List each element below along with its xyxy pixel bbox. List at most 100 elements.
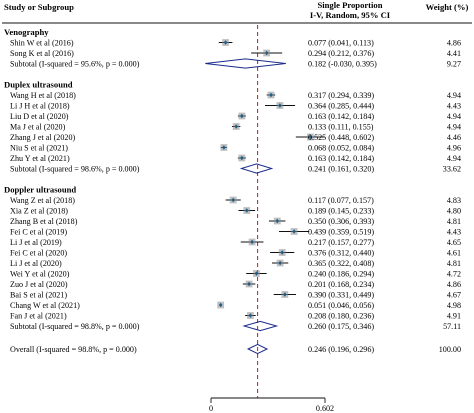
- study-weight-value: 4.83: [447, 196, 461, 205]
- subtotal-ci-value: 0.241 (0.161, 0.320): [308, 165, 374, 174]
- study-ci-value: 0.364 (0.285, 0.444): [308, 102, 374, 111]
- study-weight-value: 4.94: [447, 91, 461, 100]
- study-weight-value: 4.61: [447, 249, 461, 258]
- study-ci-value: 0.189 (0.145, 0.233): [308, 207, 374, 216]
- subtotal-weight-value: 57.11: [443, 322, 461, 331]
- subtotal-weight-value: 9.27: [447, 60, 461, 69]
- study-weight-value: 4.41: [447, 49, 461, 58]
- study-weight-value: 4.86: [447, 39, 461, 48]
- study-label: Zuo J et al (2020): [10, 280, 68, 289]
- study-point-marker: [244, 208, 249, 213]
- study-label: Liu D et al (2020): [10, 112, 69, 121]
- study-label: Zhang B et al (2018): [10, 217, 78, 226]
- weight-column-header: Weight (%): [426, 2, 469, 12]
- study-ci-value: 0.365 (0.322, 0.408): [308, 259, 374, 268]
- study-weight-value: 4.43: [447, 228, 461, 237]
- subtotal-diamond: [242, 320, 279, 332]
- overall-label: Overall (I-squared = 98.8%, p = 0.000): [10, 345, 137, 354]
- study-label: Li J et al (2020): [10, 259, 62, 268]
- study-point-marker: [218, 302, 223, 308]
- study-weight-value: 4.80: [447, 207, 461, 216]
- study-point-marker: [280, 250, 285, 255]
- plot-area: [205, 25, 325, 398]
- subtotal-label: Subtotal (I-squared = 95.6%, p = 0.000): [10, 60, 140, 69]
- study-label: Wei Y et al (2020): [10, 270, 70, 279]
- study-label: Li J et al (2019): [10, 238, 62, 247]
- study-ci-value: 0.077 (0.041, 0.113): [308, 39, 374, 48]
- proportion-column-header-line1: Single Proportion: [317, 0, 382, 10]
- study-label: Zhang J et al (2020): [10, 133, 75, 142]
- study-ci-value: 0.240 (0.186, 0.294): [308, 270, 374, 279]
- study-point-marker: [275, 218, 280, 224]
- study-weight-value: 4.94: [447, 154, 461, 163]
- study-ci-value: 0.376 (0.312, 0.440): [308, 249, 374, 258]
- study-ci-value: 0.294 (0.212, 0.376): [308, 49, 374, 58]
- study-point-marker: [308, 134, 313, 140]
- study-point-marker: [269, 92, 273, 98]
- study-ci-value: 0.133 (0.111, 0.155): [308, 123, 374, 132]
- study-weight-value: 4.94: [447, 123, 461, 132]
- x-axis: 0 0.602: [209, 397, 334, 413]
- study-weight-value: 4.65: [447, 238, 461, 247]
- study-point-marker: [234, 124, 238, 129]
- study-point-marker: [240, 155, 244, 161]
- overall-ci-value: 0.246 (0.196, 0.296): [308, 345, 374, 354]
- study-point-marker: [278, 103, 282, 108]
- study-label: Song K et al (2016): [10, 49, 74, 58]
- study-point-marker: [283, 292, 287, 297]
- study-label: Ma J et al (2020): [10, 123, 66, 132]
- subtotal-diamond: [205, 58, 286, 69]
- subgroup-heading: Duplex ultrasound: [4, 80, 73, 90]
- study-point-marker: [231, 197, 235, 203]
- study-column-header: Study or Subgroup: [4, 2, 74, 12]
- study-label: Xia Z et al (2018): [10, 207, 68, 216]
- study-label: Niu S et al (2021): [10, 144, 68, 153]
- study-label: Zhu Y et al (2021): [10, 154, 70, 163]
- study-weight-value: 4.94: [447, 112, 461, 121]
- study-ci-value: 0.390 (0.331, 0.449): [308, 291, 374, 300]
- study-label: Fei C et al (2019): [10, 228, 67, 237]
- study-point-marker: [254, 271, 259, 276]
- study-ci-value: 0.350 (0.306, 0.393): [308, 217, 374, 226]
- study-label: Wang H et al (2018): [10, 91, 76, 100]
- x-tick-label: 0.602: [316, 404, 334, 413]
- study-label: Fei C et al (2020): [10, 249, 67, 258]
- study-point-marker: [278, 260, 282, 266]
- study-point-marker: [292, 229, 296, 234]
- subgroup-heading: Venography: [4, 27, 49, 37]
- study-weight-value: 4.91: [447, 312, 461, 321]
- study-ci-value: 0.201 (0.168, 0.234): [308, 280, 374, 289]
- study-label: Bai S et al (2021): [10, 291, 67, 300]
- rows-area: Venography Shin W et al (2016) 0.077 (0.04…: [4, 27, 461, 354]
- study-point-marker: [222, 145, 226, 150]
- study-ci-value: 0.317 (0.294, 0.339): [308, 91, 374, 100]
- study-weight-value: 4.81: [447, 217, 461, 226]
- study-label: Li J H et al (2018): [10, 102, 70, 111]
- study-ci-value: 0.208 (0.180, 0.236): [308, 312, 374, 321]
- proportion-column-header-line2: I-V, Random, 95% CI: [310, 10, 391, 20]
- study-point-marker: [250, 239, 254, 245]
- study-label: Wang Z et al (2018): [10, 196, 75, 205]
- subtotal-label: Subtotal (I-squared = 98.8%, p = 0.000): [10, 322, 140, 331]
- study-ci-value: 0.163 (0.142, 0.184): [308, 112, 374, 121]
- study-ci-value: 0.117 (0.077, 0.157): [308, 196, 374, 205]
- x-tick-label: 0: [209, 404, 213, 413]
- subtotal-ci-value: 0.182 (-0.030, 0.395): [308, 60, 377, 69]
- subtotal-label: Subtotal (I-squared = 98.6%, p = 0.000): [10, 165, 140, 174]
- study-point-marker: [264, 50, 269, 56]
- study-label: Fan J et al (2021): [10, 312, 67, 321]
- study-ci-value: 0.439 (0.359, 0.519): [308, 228, 374, 237]
- study-weight-value: 4.72: [447, 270, 461, 279]
- study-ci-value: 0.163 (0.142, 0.184): [308, 154, 374, 163]
- study-weight-value: 4.96: [447, 144, 461, 153]
- subgroup-heading: Doppler ultrasound: [4, 185, 76, 195]
- study-weight-value: 4.81: [447, 259, 461, 268]
- study-weight-value: 4.46: [447, 133, 461, 142]
- subtotal-diamond: [239, 163, 274, 174]
- study-point-marker: [247, 281, 251, 287]
- overall-diamond: [246, 343, 269, 355]
- study-label: Shin W et al (2016): [10, 39, 74, 48]
- study-point-marker: [223, 40, 228, 45]
- study-weight-value: 4.43: [447, 102, 461, 111]
